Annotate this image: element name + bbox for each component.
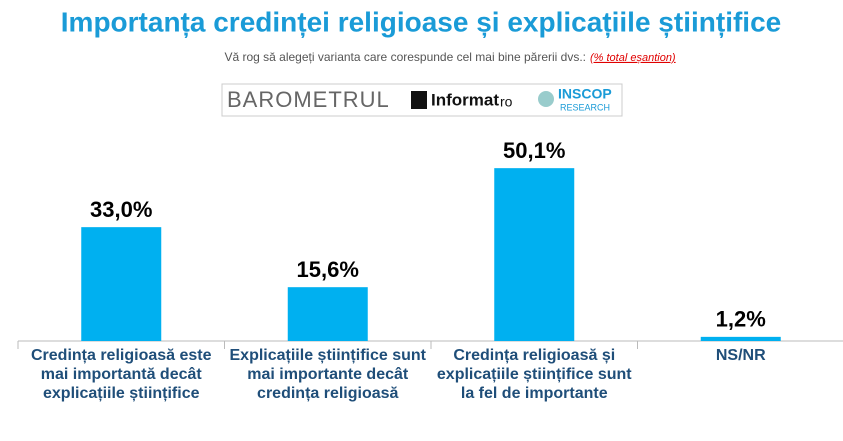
bar	[81, 227, 162, 341]
logo-research: RESEARCH	[560, 102, 610, 112]
value-label: 15,6%	[297, 257, 359, 282]
logo-barometer: BAROMETRUL	[227, 87, 390, 112]
bar	[494, 168, 575, 341]
value-label: 33,0%	[90, 197, 152, 222]
subtitle: Vă rog să alegeți varianta care corespun…	[224, 50, 586, 64]
category-label: Explicațiile științifice sunt mai import…	[229, 347, 427, 402]
bar	[287, 287, 368, 341]
note: (% total eșantion)	[590, 52, 676, 64]
chart-title: Importanța credinței religioase și expli…	[61, 6, 781, 37]
logo-informat: Informat	[431, 90, 499, 109]
logo-globe	[538, 91, 554, 107]
category-label: Credința religioasă și explicațiile știi…	[436, 347, 632, 402]
category-label: Credința religioasă este mai importantă …	[30, 347, 212, 402]
bar	[700, 336, 781, 341]
logo-ro: ro	[500, 94, 513, 110]
logo-inscop: INSCOP	[558, 86, 612, 102]
logo-icon	[411, 91, 427, 109]
value-label: 50,1%	[503, 138, 565, 163]
category-label: NS/NR	[715, 347, 766, 364]
value-label: 1,2%	[716, 307, 766, 332]
